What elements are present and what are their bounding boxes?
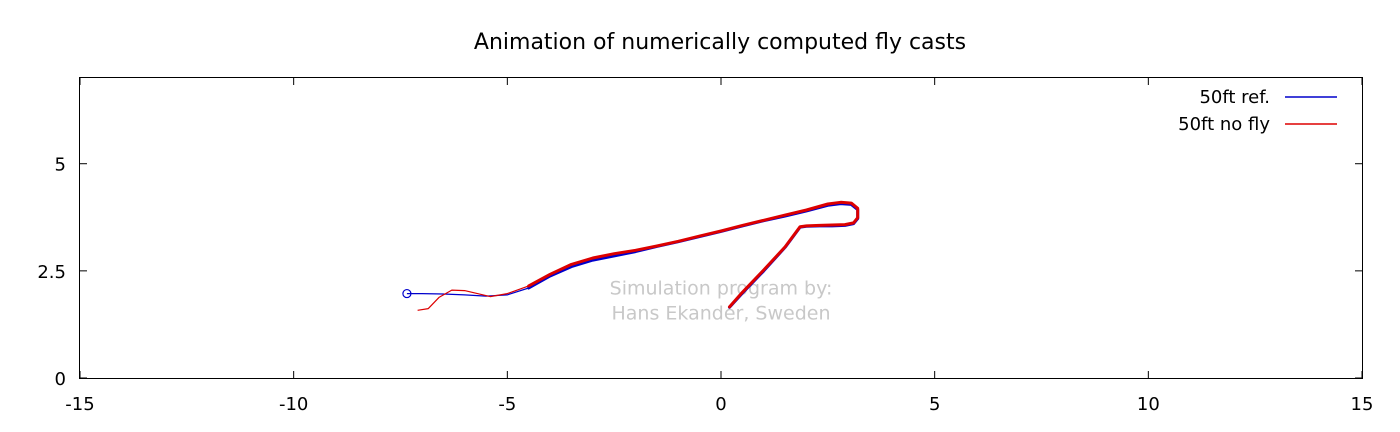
y-tick-label: 0: [55, 369, 66, 390]
x-tick-label: 15: [1351, 394, 1374, 415]
x-tick-label: -15: [65, 394, 94, 415]
plot-frame: [79, 77, 1363, 379]
series-line-thin: [417, 285, 529, 311]
watermark: Simulation program by: Hans Ekander, Swed…: [610, 277, 833, 324]
legend-item: 50ft ref.: [1199, 87, 1337, 108]
series-line-thin: [406, 287, 529, 297]
x-tick-label: 0: [715, 394, 726, 415]
chart-title: Animation of numerically computed fly ca…: [474, 30, 966, 55]
series-group: [402, 200, 860, 311]
legend: 50ft ref. 50ft no fly: [1178, 87, 1337, 135]
y-tick-label: 5: [55, 155, 66, 176]
x-tick-label: 5: [929, 394, 940, 415]
x-tick-label: -5: [498, 394, 516, 415]
axis-ticks: -15 -10 -5 0 5 10 15 0 2.5 5: [37, 78, 1373, 415]
legend-label: 50ft ref.: [1199, 87, 1270, 108]
fly-marker: [402, 288, 412, 299]
x-tick-label: -10: [279, 394, 308, 415]
legend-label: 50ft no fly: [1178, 114, 1270, 135]
y-tick-label: 2.5: [37, 262, 66, 283]
watermark-line: Simulation program by:: [610, 277, 833, 299]
series-line-thick: [527, 200, 860, 309]
watermark-line: Hans Ekander, Sweden: [612, 302, 831, 324]
series-2: [417, 200, 860, 311]
legend-item: 50ft no fly: [1178, 114, 1337, 135]
x-tick-label: 10: [1137, 394, 1160, 415]
